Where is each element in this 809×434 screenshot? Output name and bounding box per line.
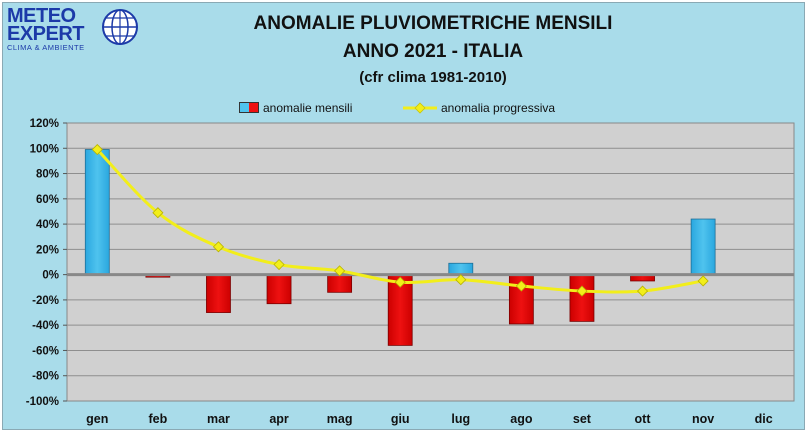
y-tick-label: -20% xyxy=(32,295,59,307)
bar-gen xyxy=(84,149,110,276)
bar-apr xyxy=(266,274,292,305)
y-tick-label: 40% xyxy=(36,219,59,231)
progressive-point-ago xyxy=(515,280,527,292)
legend-line-label: anomalia progressiva xyxy=(441,100,556,115)
x-tick-label: dic xyxy=(755,412,773,426)
progressive-point-mar xyxy=(212,241,225,253)
legend-item-bars: anomalie mensili xyxy=(239,100,352,115)
y-tick-label: 100% xyxy=(30,143,59,155)
chart-frame: METEO EXPERT CLIMA & AMBIENTE ANOMALIE P… xyxy=(2,2,805,430)
x-tick-label: ago xyxy=(510,412,533,426)
meteo-expert-logo: METEO EXPERT CLIMA & AMBIENTE xyxy=(7,5,147,53)
x-tick-label: lug xyxy=(451,412,470,426)
y-tick-label: -60% xyxy=(32,345,59,357)
plot-area xyxy=(66,122,795,402)
progressive-point-mag xyxy=(334,265,346,277)
progressive-point-apr xyxy=(273,258,285,271)
y-tick-label: 20% xyxy=(36,244,59,256)
x-tick-label: giu xyxy=(391,412,410,426)
legend-bar-label: anomalie mensili xyxy=(263,100,353,115)
logo-line-2: EXPERT xyxy=(7,23,85,45)
y-tick-label: -40% xyxy=(32,320,59,332)
chart-subtitle: ANNO 2021 - ITALIA xyxy=(342,41,524,62)
y-tick-label: 60% xyxy=(36,194,59,206)
progressive-point-ott xyxy=(636,285,649,297)
progressive-point-giu xyxy=(394,276,406,288)
progressive-point-gen xyxy=(91,143,103,156)
y-tick-label: -100% xyxy=(26,396,59,408)
progressive-point-lug xyxy=(455,274,467,286)
logo-line-1: METEO xyxy=(7,5,76,27)
bar-mar xyxy=(206,274,231,313)
legend-item-line: anomalia progressiva xyxy=(403,100,555,115)
chart-svg: -100% -80% -60% -40% -20% 0% 20% 40% 60% 80% 100% 1… xyxy=(26,118,795,426)
bar-nov xyxy=(690,218,716,276)
y-tick-label: 80% xyxy=(36,169,59,181)
progressive-point-nov xyxy=(697,275,709,287)
globe-icon xyxy=(102,9,138,45)
x-tick-label: apr xyxy=(269,412,289,426)
x-tick-label: gen xyxy=(86,412,108,426)
legend-bar-swatch xyxy=(239,102,259,114)
x-tick-label: mar xyxy=(207,412,230,426)
y-tick-label: 0% xyxy=(42,270,59,282)
bar-lug xyxy=(448,262,474,276)
legend-line-swatch xyxy=(403,102,437,114)
y-tick-label: -80% xyxy=(32,371,59,383)
chart-title: ANOMALIE PLUVIOMETRICHE MENSILI xyxy=(253,13,613,34)
bar-mag xyxy=(327,274,353,293)
x-tick-label: nov xyxy=(692,412,714,426)
x-tick-label: mag xyxy=(327,412,353,426)
logo-line-3: CLIMA & AMBIENTE xyxy=(7,43,85,52)
bar-set xyxy=(569,274,595,322)
x-tick-label: feb xyxy=(149,412,168,426)
x-tick-label: set xyxy=(573,412,592,426)
progressive-point-set xyxy=(576,285,588,297)
y-tick-label: 120% xyxy=(30,118,59,130)
progressive-point-feb xyxy=(152,207,164,219)
x-tick-label: ott xyxy=(635,412,652,426)
chart-note: (cfr clima 1981-2010) xyxy=(359,69,507,86)
